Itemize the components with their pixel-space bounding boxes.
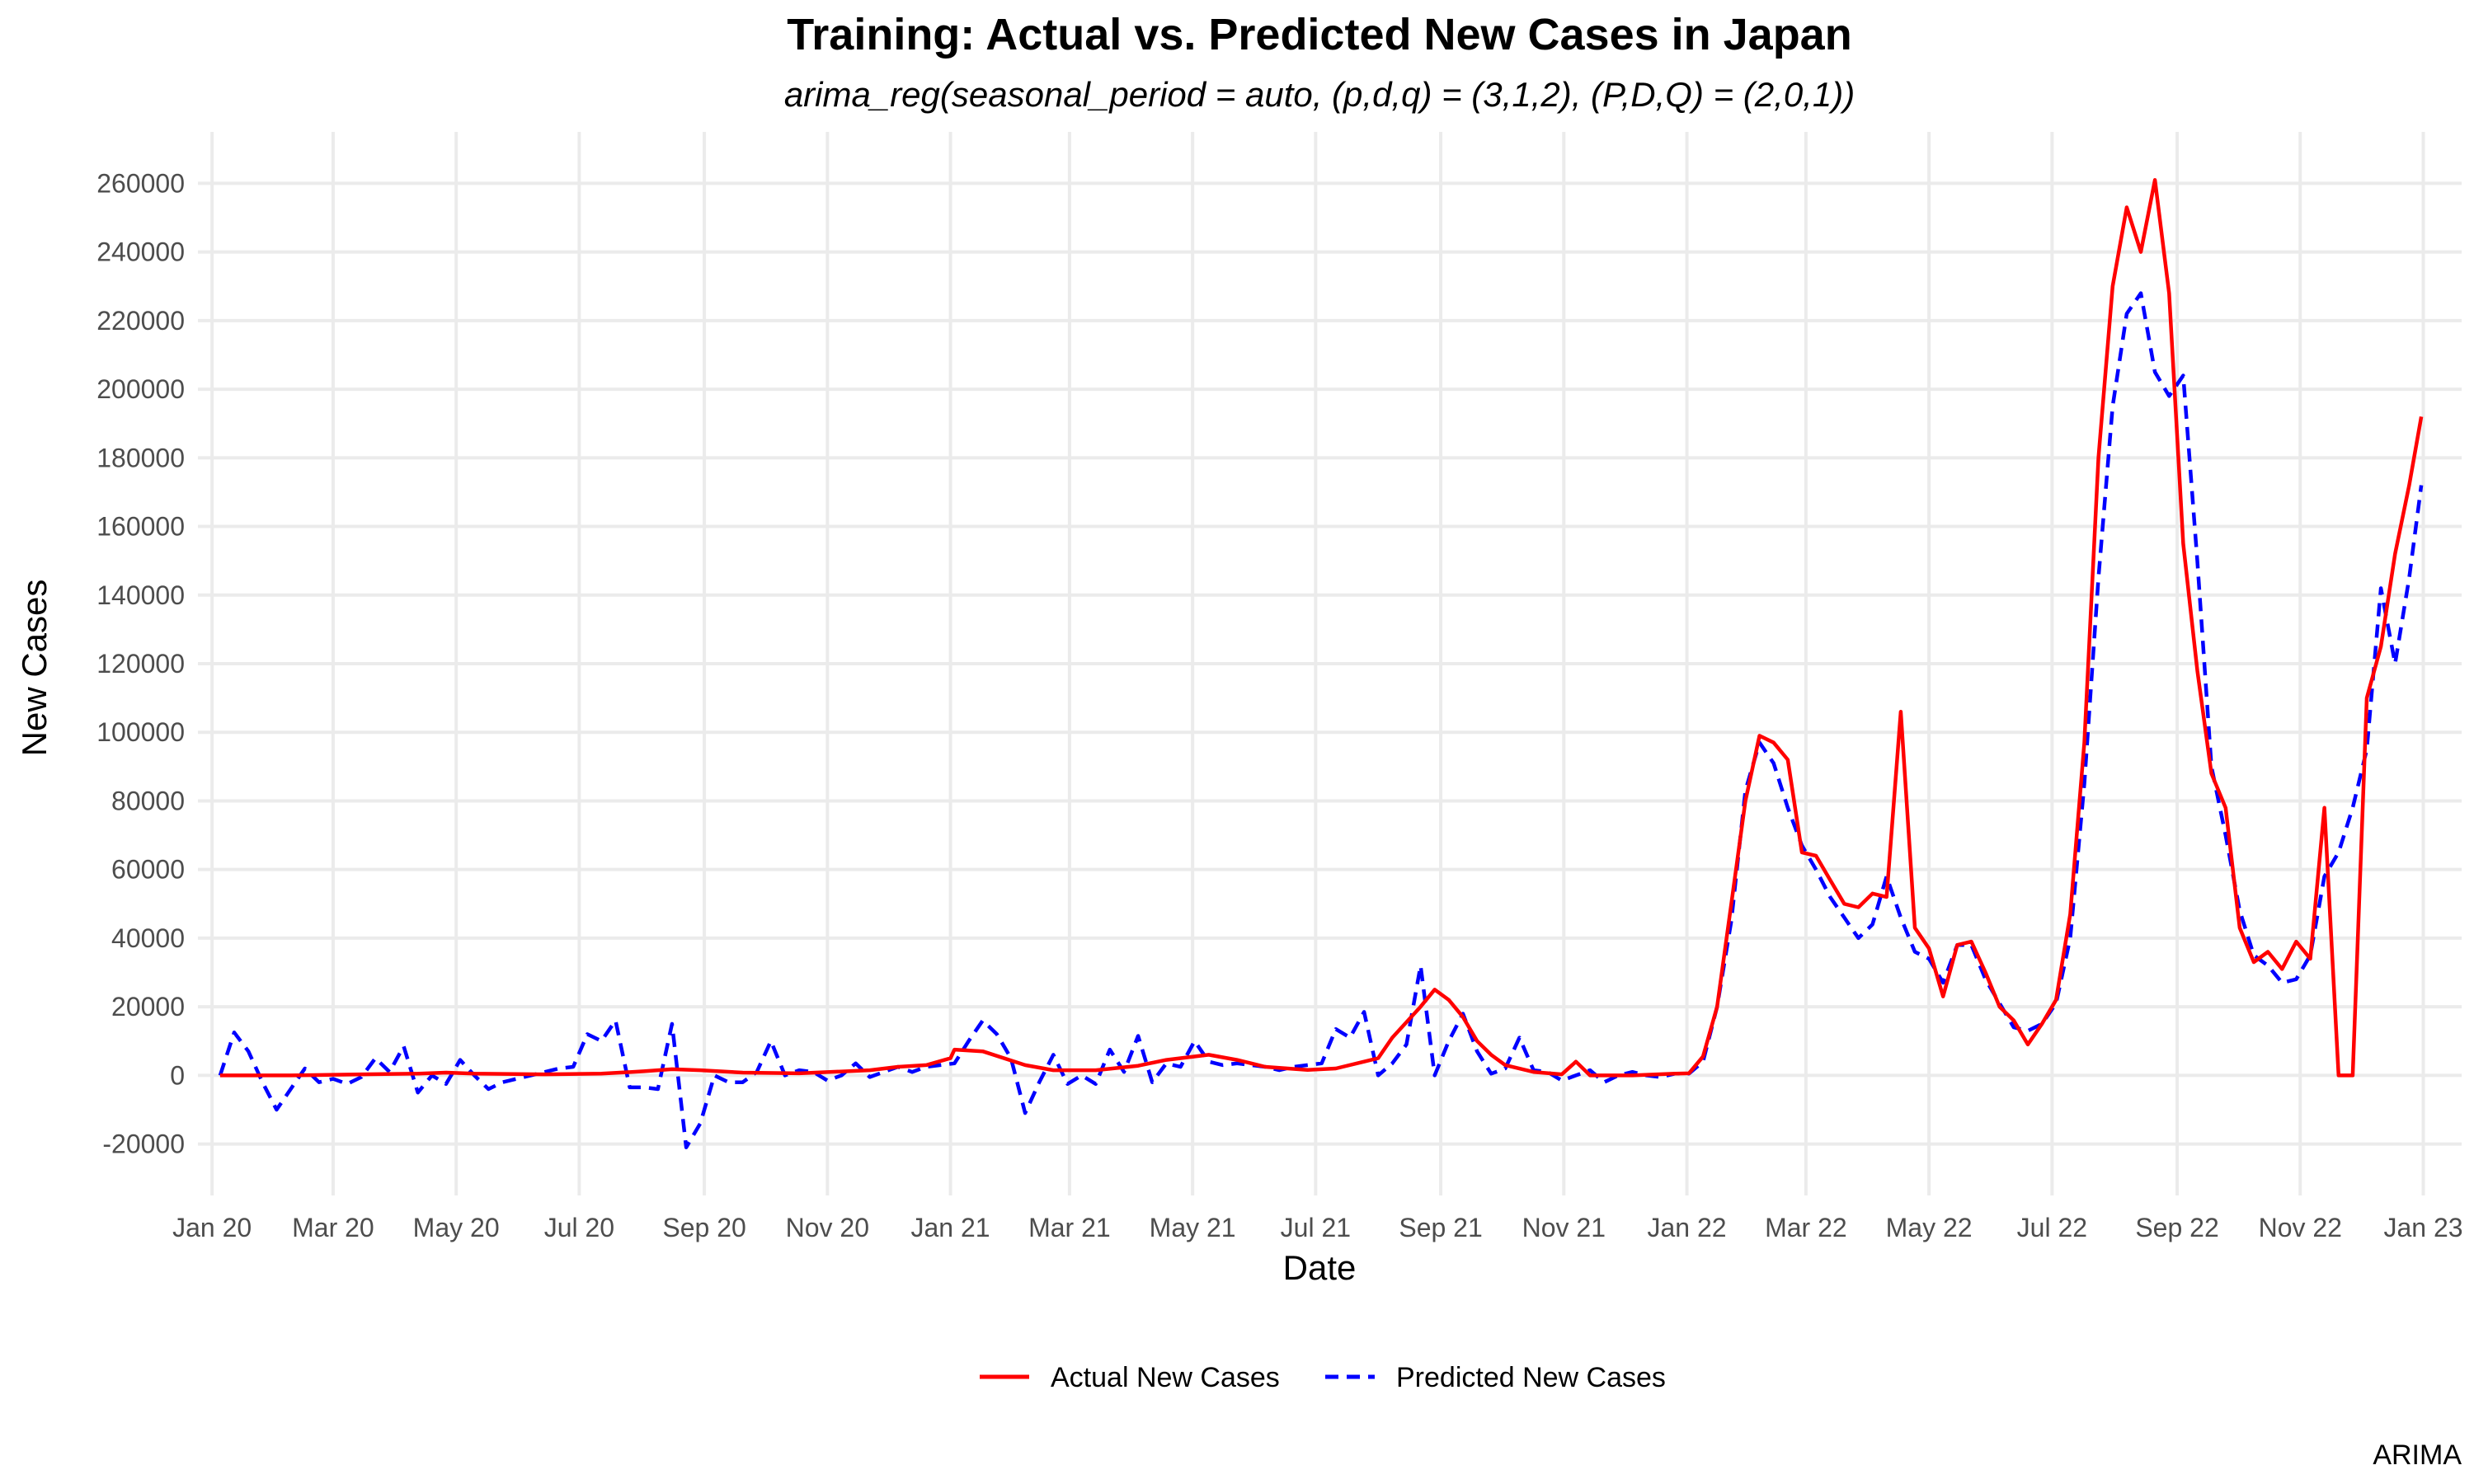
x-tick-label: Jul 20 [544, 1213, 614, 1242]
y-tick-label: 60000 [111, 855, 185, 885]
series-line-actual [219, 178, 2424, 1078]
x-tick-label: Mar 21 [1028, 1213, 1111, 1242]
x-tick-label: Nov 22 [2259, 1213, 2342, 1242]
x-tick-label: Jan 20 [172, 1213, 252, 1242]
y-tick-label: 0 [170, 1060, 185, 1090]
y-tick-label: 20000 [111, 992, 185, 1021]
series-layer [218, 178, 2424, 1149]
y-tick-label: 200000 [96, 374, 185, 404]
y-tick-label: 80000 [111, 786, 185, 815]
legend-label-predicted: Predicted New Cases [1396, 1362, 1666, 1393]
y-tick-label: 180000 [96, 443, 185, 472]
x-tick-label: Sep 21 [1399, 1213, 1482, 1242]
chart-title: Training: Actual vs. Predicted New Cases… [787, 10, 1851, 59]
y-tick-labels: -20000 0 20000 40000 60000 80000 100000 120000 1… [96, 168, 185, 1158]
series-line-predicted [218, 291, 2424, 1149]
x-tick-label: May 20 [413, 1213, 500, 1242]
x-tick-label: Nov 20 [786, 1213, 869, 1242]
legend-label-actual: Actual New Cases [1051, 1362, 1280, 1393]
y-tick-label: 100000 [96, 717, 185, 747]
x-tick-label: Sep 22 [2135, 1213, 2218, 1242]
x-tick-label: Jan 23 [2383, 1213, 2462, 1242]
x-tick-label: Jul 21 [1281, 1213, 1351, 1242]
legend: Actual New Cases Predicted New Cases [980, 1362, 1666, 1393]
y-tick-label: 220000 [96, 306, 185, 336]
x-tick-labels: Jan 20 Mar 20 May 20 Jul 20 Sep 20 Nov 20 Jan … [172, 1213, 2462, 1242]
x-tick-label: Mar 20 [292, 1213, 374, 1242]
chart-subtitle: arima_reg(seasonal_period = auto, (p,d,q… [784, 75, 1855, 114]
x-tick-label: Nov 21 [1522, 1213, 1606, 1242]
x-tick-label: Jan 21 [911, 1213, 990, 1242]
x-tick-label: Jan 22 [1647, 1213, 1726, 1242]
x-tick-label: May 21 [1150, 1213, 1236, 1242]
grid-layer [198, 132, 2462, 1195]
x-tick-label: Sep 20 [662, 1213, 745, 1242]
x-tick-label: Mar 22 [1765, 1213, 1847, 1242]
y-tick-label: 140000 [96, 580, 185, 610]
x-tick-label: Jul 22 [2017, 1213, 2087, 1242]
y-tick-label: 40000 [111, 923, 185, 953]
y-axis-title: New Cases [15, 580, 54, 757]
y-tick-label: 260000 [96, 168, 185, 198]
y-tick-label: 160000 [96, 512, 185, 542]
y-tick-label: 240000 [96, 237, 185, 267]
caption: ARIMA [2373, 1439, 2462, 1471]
x-tick-label: May 22 [1886, 1213, 1973, 1242]
y-tick-label: 120000 [96, 649, 185, 679]
y-tick-label: -20000 [102, 1129, 185, 1159]
x-axis-title: Date [1283, 1248, 1357, 1287]
